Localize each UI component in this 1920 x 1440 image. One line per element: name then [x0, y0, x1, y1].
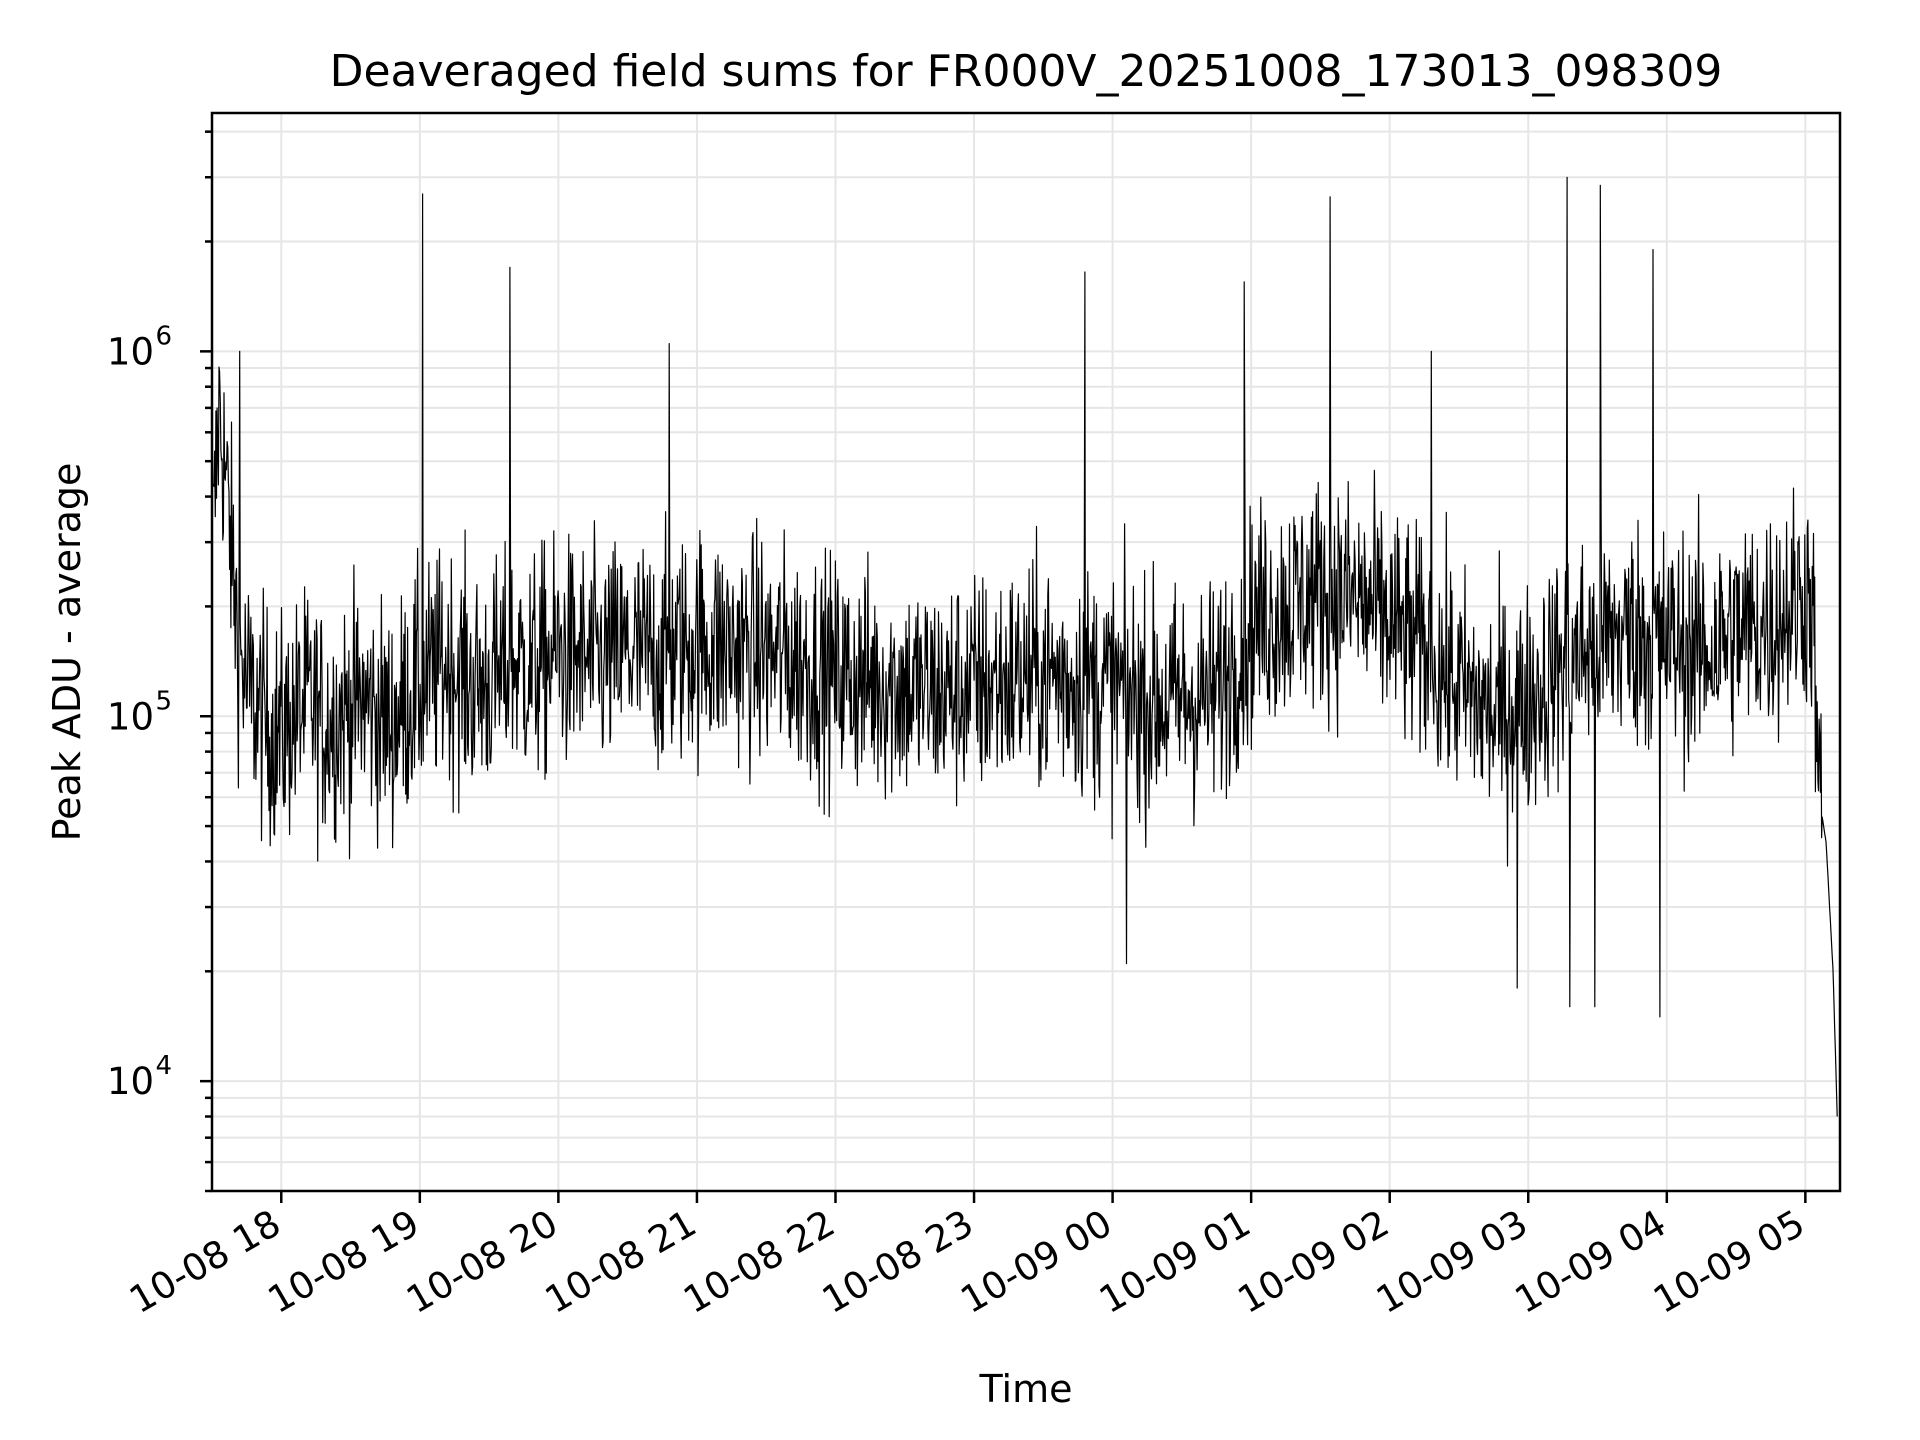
plot-frame: [210, 111, 1842, 1193]
y-tick-label: 10 6: [107, 321, 172, 373]
y-tick-exponent: 6: [155, 321, 172, 351]
x-axis-label: Time: [979, 1367, 1073, 1411]
y-tick-label: 10 4: [107, 1051, 172, 1103]
grid-layer: [212, 113, 1840, 1192]
y-tick-exponent: 5: [155, 686, 172, 716]
y-tick-exponent: 4: [155, 1051, 172, 1081]
series-layer: [212, 176, 1838, 1117]
series-line: [212, 176, 1838, 1117]
chart-title: Deaveraged field sums for FR000V_2025100…: [330, 46, 1723, 97]
y-tick-base: 10: [107, 1060, 154, 1103]
y-tick-base: 10: [107, 695, 154, 738]
y-tick-label: 10 5: [107, 686, 172, 738]
y-tick-base: 10: [107, 330, 154, 373]
y-axis-label: Peak ADU - average: [45, 463, 89, 842]
